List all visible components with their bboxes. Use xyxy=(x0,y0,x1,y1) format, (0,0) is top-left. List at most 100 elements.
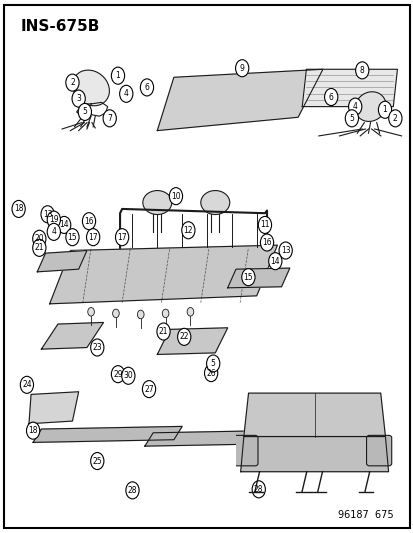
Circle shape xyxy=(103,110,116,127)
Circle shape xyxy=(78,103,91,120)
Circle shape xyxy=(121,367,135,384)
Text: 25: 25 xyxy=(92,457,102,465)
Circle shape xyxy=(82,213,95,230)
Circle shape xyxy=(235,60,248,77)
Text: 26: 26 xyxy=(206,369,216,377)
Circle shape xyxy=(72,90,85,107)
Text: 2: 2 xyxy=(70,78,75,87)
Text: 29: 29 xyxy=(113,370,123,378)
Text: 14: 14 xyxy=(59,221,69,229)
Circle shape xyxy=(33,230,46,247)
Text: 17: 17 xyxy=(117,233,127,241)
Circle shape xyxy=(278,242,292,259)
Text: 4: 4 xyxy=(51,228,56,236)
Circle shape xyxy=(111,67,124,84)
Text: 30: 30 xyxy=(123,372,133,380)
Circle shape xyxy=(140,79,153,96)
Ellipse shape xyxy=(354,92,385,122)
Circle shape xyxy=(66,229,79,246)
Circle shape xyxy=(252,481,265,498)
Circle shape xyxy=(206,355,219,372)
Circle shape xyxy=(90,453,104,470)
Text: 27: 27 xyxy=(144,385,154,393)
Text: 9: 9 xyxy=(239,64,244,72)
Circle shape xyxy=(177,328,190,345)
Text: 16: 16 xyxy=(84,217,94,225)
Text: 11: 11 xyxy=(260,221,269,229)
Text: 12: 12 xyxy=(183,226,192,235)
Text: 3: 3 xyxy=(76,94,81,103)
Circle shape xyxy=(157,323,170,340)
Circle shape xyxy=(20,376,33,393)
Ellipse shape xyxy=(73,70,109,106)
Circle shape xyxy=(260,234,273,251)
Circle shape xyxy=(12,200,25,217)
Text: 15: 15 xyxy=(243,273,253,281)
Text: 20: 20 xyxy=(34,235,44,243)
Polygon shape xyxy=(301,69,396,107)
Circle shape xyxy=(26,422,40,439)
Text: 5: 5 xyxy=(82,108,87,116)
Text: 24: 24 xyxy=(22,381,32,389)
Polygon shape xyxy=(33,426,182,442)
Circle shape xyxy=(57,216,71,233)
Circle shape xyxy=(258,216,271,233)
Circle shape xyxy=(324,88,337,106)
Polygon shape xyxy=(145,430,297,446)
Circle shape xyxy=(33,239,46,256)
Circle shape xyxy=(41,206,54,223)
Text: 13: 13 xyxy=(43,210,52,219)
Circle shape xyxy=(344,110,358,127)
Text: 2: 2 xyxy=(392,114,397,123)
Circle shape xyxy=(137,310,144,319)
Text: 23: 23 xyxy=(92,343,102,352)
Text: 18: 18 xyxy=(14,205,23,213)
Circle shape xyxy=(348,98,361,115)
Circle shape xyxy=(268,253,281,270)
Circle shape xyxy=(119,85,133,102)
Polygon shape xyxy=(157,328,227,354)
Text: 8: 8 xyxy=(359,66,364,75)
Circle shape xyxy=(162,309,169,318)
Circle shape xyxy=(241,269,254,286)
Circle shape xyxy=(47,211,60,228)
Polygon shape xyxy=(29,392,78,424)
Text: 14: 14 xyxy=(270,257,280,265)
Circle shape xyxy=(112,309,119,318)
Circle shape xyxy=(126,482,139,499)
Circle shape xyxy=(187,308,193,316)
Text: 6: 6 xyxy=(328,93,333,101)
Text: 18: 18 xyxy=(28,426,38,435)
Polygon shape xyxy=(157,69,322,131)
Circle shape xyxy=(86,229,100,246)
Text: 16: 16 xyxy=(261,238,271,247)
Circle shape xyxy=(47,223,60,240)
Text: 19: 19 xyxy=(49,215,59,224)
Text: 1: 1 xyxy=(115,71,120,80)
Text: 6: 6 xyxy=(144,83,149,92)
Text: 28: 28 xyxy=(128,486,137,495)
Circle shape xyxy=(88,308,94,316)
Circle shape xyxy=(204,365,217,382)
Text: 15: 15 xyxy=(67,233,77,241)
Text: 21: 21 xyxy=(35,244,44,252)
Text: 28: 28 xyxy=(254,485,263,494)
Circle shape xyxy=(377,101,391,118)
Text: INS-675B: INS-675B xyxy=(21,19,100,34)
Text: 21: 21 xyxy=(159,327,168,336)
Circle shape xyxy=(111,366,124,383)
Text: 17: 17 xyxy=(88,233,98,241)
Text: 4: 4 xyxy=(352,102,357,111)
Polygon shape xyxy=(227,268,289,288)
Polygon shape xyxy=(41,322,103,349)
Circle shape xyxy=(181,222,195,239)
Circle shape xyxy=(90,339,104,356)
Text: 5: 5 xyxy=(349,114,354,123)
Text: 96187  675: 96187 675 xyxy=(337,510,392,520)
Text: 5: 5 xyxy=(210,359,215,368)
Circle shape xyxy=(169,188,182,205)
Text: 10: 10 xyxy=(171,192,180,200)
Circle shape xyxy=(66,74,79,91)
Circle shape xyxy=(355,62,368,79)
Circle shape xyxy=(115,229,128,246)
